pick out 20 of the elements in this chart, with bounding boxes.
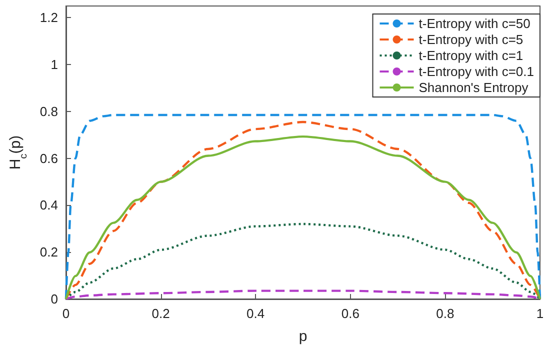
legend-label: t-Entropy with c=1 [418, 48, 524, 63]
x-tick-label: 0.8 [436, 306, 454, 321]
y-axis-title: Hc(p) [7, 135, 30, 170]
x-axis-title: p [298, 328, 308, 345]
y-tick-label: 0.2 [40, 244, 58, 260]
y-tick-label: 1.2 [40, 10, 58, 26]
x-tick-label: 0.2 [152, 306, 170, 321]
y-tick-label: 1 [50, 57, 58, 72]
legend-label: t-Entropy with c=50 [418, 16, 530, 31]
y-tick-label: 0.8 [40, 104, 58, 119]
y-tick-label: 0 [50, 292, 58, 306]
x-tick-label: 0.6 [341, 306, 360, 321]
y-tick-label: 0.6 [40, 150, 58, 166]
legend-label: t-Entropy with c=5 [418, 32, 524, 47]
legend-label: Shannon's Entropy [418, 80, 529, 95]
y-tick-label: 0.4 [40, 198, 58, 213]
x-tick-label: 0 [62, 306, 70, 321]
x-tick-label: 0.4 [246, 306, 265, 321]
legend-label: t-Entropy with c=0.1 [418, 64, 534, 79]
x-tick-label: 1 [536, 306, 544, 321]
